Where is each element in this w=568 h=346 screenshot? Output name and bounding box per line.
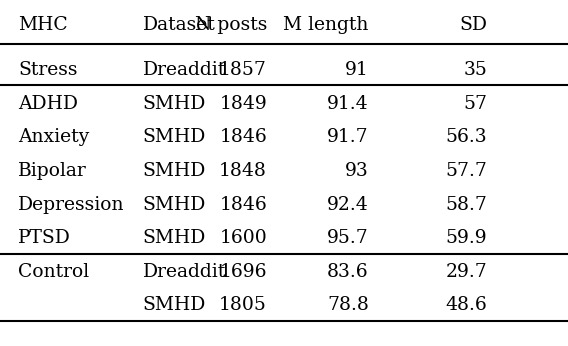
- Text: 1696: 1696: [220, 263, 267, 281]
- Text: 91: 91: [345, 61, 369, 79]
- Text: 83.6: 83.6: [327, 263, 369, 281]
- Text: 58.7: 58.7: [446, 195, 487, 213]
- Text: 1846: 1846: [219, 128, 267, 146]
- Text: Dreaddit: Dreaddit: [143, 263, 226, 281]
- Text: SD: SD: [460, 16, 487, 34]
- Text: 91.4: 91.4: [327, 95, 369, 113]
- Text: 1846: 1846: [219, 195, 267, 213]
- Text: M length: M length: [283, 16, 369, 34]
- Text: 1848: 1848: [219, 162, 267, 180]
- Text: 1857: 1857: [219, 61, 267, 79]
- Text: Bipolar: Bipolar: [18, 162, 87, 180]
- Text: Depression: Depression: [18, 195, 125, 213]
- Text: ADHD: ADHD: [18, 95, 78, 113]
- Text: 78.8: 78.8: [327, 297, 369, 315]
- Text: SMHD: SMHD: [143, 162, 206, 180]
- Text: SMHD: SMHD: [143, 195, 206, 213]
- Text: SMHD: SMHD: [143, 95, 206, 113]
- Text: SMHD: SMHD: [143, 128, 206, 146]
- Text: 57: 57: [463, 95, 487, 113]
- Text: Dataset: Dataset: [143, 16, 215, 34]
- Text: Control: Control: [18, 263, 90, 281]
- Text: SMHD: SMHD: [143, 297, 206, 315]
- Text: 91.7: 91.7: [327, 128, 369, 146]
- Text: 56.3: 56.3: [446, 128, 487, 146]
- Text: 59.9: 59.9: [446, 229, 487, 247]
- Text: MHC: MHC: [18, 16, 68, 34]
- Text: 1805: 1805: [219, 297, 267, 315]
- Text: Stress: Stress: [18, 61, 78, 79]
- Text: 57.7: 57.7: [446, 162, 487, 180]
- Text: 1600: 1600: [219, 229, 267, 247]
- Text: N posts: N posts: [195, 16, 267, 34]
- Text: 95.7: 95.7: [327, 229, 369, 247]
- Text: PTSD: PTSD: [18, 229, 71, 247]
- Text: SMHD: SMHD: [143, 229, 206, 247]
- Text: 1849: 1849: [219, 95, 267, 113]
- Text: Dreaddit: Dreaddit: [143, 61, 226, 79]
- Text: 29.7: 29.7: [446, 263, 487, 281]
- Text: 92.4: 92.4: [327, 195, 369, 213]
- Text: 93: 93: [345, 162, 369, 180]
- Text: Anxiety: Anxiety: [18, 128, 90, 146]
- Text: 48.6: 48.6: [446, 297, 487, 315]
- Text: 35: 35: [463, 61, 487, 79]
